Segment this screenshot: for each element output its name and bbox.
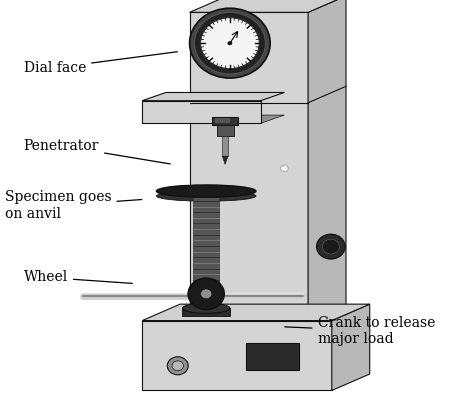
Polygon shape bbox=[222, 136, 228, 156]
Polygon shape bbox=[190, 0, 346, 12]
Polygon shape bbox=[222, 156, 228, 164]
Polygon shape bbox=[142, 92, 284, 101]
Polygon shape bbox=[190, 12, 308, 337]
Ellipse shape bbox=[156, 185, 256, 197]
Circle shape bbox=[322, 239, 339, 254]
Circle shape bbox=[194, 12, 265, 74]
Polygon shape bbox=[308, 0, 346, 337]
Text: Specimen goes
on anvil: Specimen goes on anvil bbox=[5, 190, 142, 221]
Text: Dial face: Dial face bbox=[24, 52, 177, 75]
Circle shape bbox=[281, 165, 288, 172]
Ellipse shape bbox=[182, 303, 230, 313]
Polygon shape bbox=[142, 115, 284, 123]
Polygon shape bbox=[212, 117, 238, 125]
Circle shape bbox=[228, 41, 232, 45]
Polygon shape bbox=[332, 304, 370, 390]
Polygon shape bbox=[142, 304, 370, 321]
Circle shape bbox=[317, 234, 345, 259]
Circle shape bbox=[167, 357, 188, 375]
Polygon shape bbox=[193, 195, 219, 308]
Text: Penetrator: Penetrator bbox=[24, 139, 170, 164]
Polygon shape bbox=[217, 125, 234, 136]
Circle shape bbox=[201, 18, 259, 69]
Text: Wheel: Wheel bbox=[24, 270, 132, 284]
Circle shape bbox=[188, 278, 224, 309]
Circle shape bbox=[172, 361, 183, 371]
Polygon shape bbox=[142, 101, 261, 123]
Bar bbox=[246, 343, 299, 370]
Text: Crank to release
major load: Crank to release major load bbox=[285, 316, 435, 346]
Circle shape bbox=[201, 289, 212, 299]
Polygon shape bbox=[142, 321, 332, 390]
Circle shape bbox=[190, 8, 270, 78]
Polygon shape bbox=[215, 118, 230, 123]
Ellipse shape bbox=[156, 191, 256, 201]
Polygon shape bbox=[182, 308, 230, 316]
